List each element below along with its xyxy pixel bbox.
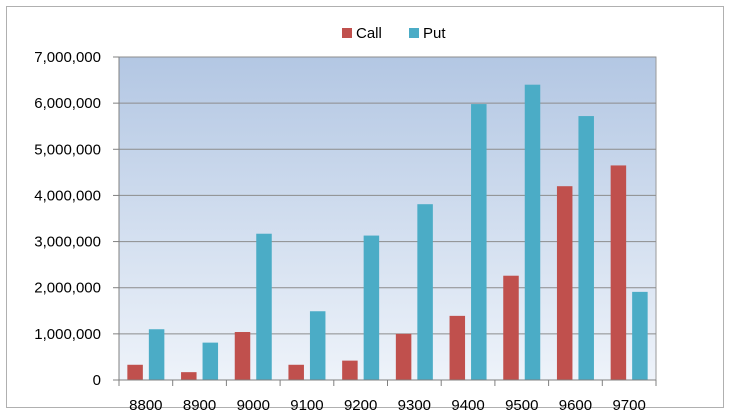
x-axis-tick-labels: 8800 8900 9000 9100 9200 9300 9400 9500 9600 9700: [129, 397, 646, 414]
bar-put-9600: [578, 116, 594, 380]
y-axis-tick-labels: 0 1,000,000 2,000,000 3,000,000 4,000,000 5,0…: [34, 49, 101, 389]
bar-put-8900: [202, 342, 219, 380]
plot-area: [118, 56, 657, 381]
x-tick-label: 9100: [290, 397, 323, 414]
bar-call-9400: [449, 315, 466, 380]
x-tick-label: 8900: [183, 397, 216, 414]
x-tick-label: 9400: [451, 397, 484, 414]
bars: [127, 84, 648, 381]
bar-put-8800: [148, 329, 165, 380]
legend-label-call: Call: [356, 25, 382, 42]
y-tick-label: 5,000,000: [34, 141, 101, 158]
bar-put-9100: [309, 311, 326, 380]
bar-put-9500: [524, 84, 541, 380]
y-tick-label: 4,000,000: [34, 187, 101, 204]
bar-call-9600: [556, 186, 573, 380]
x-tick-label: 9600: [559, 397, 592, 414]
bar-call-9700: [610, 165, 627, 380]
y-tick-label: 1,000,000: [34, 326, 101, 343]
axes: [113, 56, 657, 386]
legend-label-put: Put: [423, 25, 446, 42]
y-tick-label: 0: [93, 372, 101, 389]
x-tick-label: 9000: [237, 397, 270, 414]
x-tick-label: 9200: [344, 397, 377, 414]
bar-put-9300: [417, 204, 433, 380]
bar-call-9500: [503, 275, 519, 380]
y-tick-label: 2,000,000: [34, 280, 101, 297]
bar-put-9400: [471, 104, 487, 381]
bar-call-8800: [127, 364, 143, 380]
bar-put-9700: [632, 291, 648, 380]
y-tick-label: 6,000,000: [34, 95, 101, 112]
legend-swatch-put: [409, 28, 419, 38]
bar-call-9000: [234, 332, 251, 380]
legend: Call Put: [342, 25, 446, 42]
y-tick-label: 3,000,000: [34, 234, 101, 251]
y-tick-label: 7,000,000: [34, 49, 101, 66]
bar-call-9100: [288, 364, 304, 380]
x-tick-label: 9500: [505, 397, 538, 414]
bar-call-8900: [181, 372, 197, 380]
x-tick-label: 9700: [612, 397, 645, 414]
x-tick-label: 8800: [129, 397, 162, 414]
legend-swatch-call: [342, 28, 352, 38]
bar-put-9000: [256, 233, 272, 380]
bar-call-9200: [342, 360, 358, 380]
x-tick-label: 9300: [398, 397, 431, 414]
bar-put-9200: [363, 235, 380, 380]
bar-call-9300: [395, 333, 412, 380]
